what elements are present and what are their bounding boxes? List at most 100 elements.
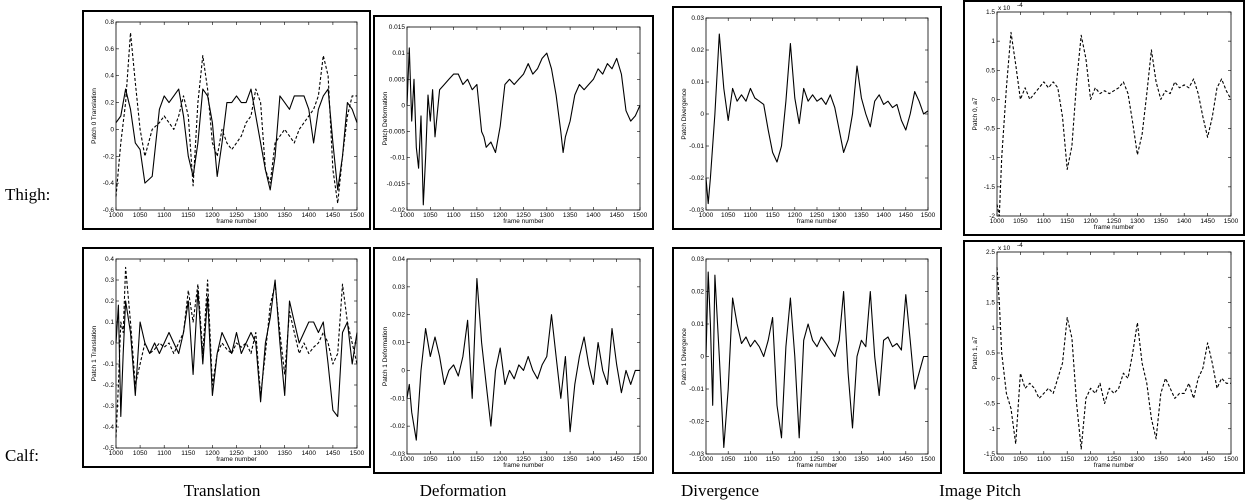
y-tick-label: -0.01 [390, 155, 405, 162]
y-tick-label: 1.5 [986, 9, 995, 16]
y-tick-label: 0.4 [105, 256, 114, 263]
x-tick-label: 1300 [832, 212, 847, 219]
x-tick-label: 1150 [181, 212, 195, 219]
x-tick-label: 1400 [586, 456, 601, 463]
y-tick-label: 0 [110, 126, 114, 133]
x-tick-label: 1300 [832, 456, 847, 463]
y-tick-label: -0.03 [390, 451, 405, 458]
x-tick-label: 1500 [633, 212, 648, 219]
y-tick-label: -0.4 [103, 180, 115, 187]
panel-frame-thigh-image-pitch [963, 0, 1245, 236]
y-tick-label: -0.01 [390, 395, 405, 402]
y-tick-label: 0 [991, 96, 995, 103]
x-tick-label: 1050 [423, 456, 438, 463]
x-tick-label: 1200 [788, 456, 803, 463]
x-tick-label: 1450 [1200, 456, 1215, 463]
y-tick-label: 0 [401, 102, 405, 109]
x-tick-label: 1000 [699, 212, 714, 219]
x-tick-label: 1200 [1083, 456, 1098, 463]
x-tick-label: 1200 [788, 212, 803, 219]
y-tick-label: -0.5 [984, 126, 996, 133]
panel-frame-thigh-deformation [373, 15, 654, 230]
x-tick-label: 1450 [609, 456, 624, 463]
x-tick-label: 1350 [1154, 456, 1169, 463]
series-line-dashed [996, 267, 1231, 450]
x-tick-label: 1350 [854, 456, 869, 463]
series-line-dashed [115, 32, 357, 204]
y-tick-label: -0.01 [689, 386, 704, 393]
chart-thigh-divergence: 1000 1050 1100 1150 1200 1250 1300 1350 1400 1450… [681, 15, 936, 225]
x-tick-label: 1300 [1130, 456, 1145, 463]
series-line-solid [115, 88, 358, 191]
x-tick-label: 1500 [1224, 218, 1239, 225]
panel-frame-calf-deformation [373, 247, 654, 474]
x-tick-label: 1450 [1200, 218, 1215, 225]
x-axis-label: frame number [216, 456, 257, 463]
plot-area [705, 17, 929, 211]
x-tick-label: 1350 [854, 212, 869, 219]
x-tick-label: 1100 [157, 212, 171, 219]
y-tick-label: 0.03 [392, 284, 405, 291]
y-tick-label: -0.6 [103, 207, 115, 214]
y-axis-label: Patch 1 Translation [91, 325, 98, 381]
y-tick-label: -2 [989, 213, 995, 220]
y-tick-label: 1 [991, 325, 995, 332]
x-tick-label: 1400 [302, 450, 317, 457]
y-tick-label: -0.03 [689, 207, 704, 214]
x-tick-label: 1050 [133, 212, 148, 219]
y-axis-label: Patch 1, a7 [972, 336, 979, 369]
y-tick-label: -0.02 [390, 423, 405, 430]
y-tick-label: 0 [700, 111, 704, 118]
y-tick-label: -0.02 [689, 175, 704, 182]
y-tick-label: 0.01 [691, 79, 704, 86]
y-axis-label: Patch 0 Translation [91, 88, 98, 144]
x-tick-label: 1150 [470, 212, 484, 219]
column-label-translation: Translation [183, 481, 261, 500]
y-tick-label: -1 [989, 426, 995, 433]
x-tick-label: 1200 [1083, 218, 1098, 225]
x-tick-label: 1500 [350, 450, 365, 457]
x-tick-label: 1450 [899, 212, 914, 219]
column-label-deformation: Deformation [419, 481, 507, 500]
y-tick-label: -0.03 [689, 451, 704, 458]
x-tick-label: 1350 [563, 212, 578, 219]
x-tick-label: 1000 [990, 456, 1005, 463]
y-tick-label: 0 [401, 367, 405, 374]
x-tick-label: 1150 [1060, 456, 1074, 463]
column-label-divergence: Divergence [680, 481, 760, 500]
y-tick-label: 0.1 [105, 319, 114, 326]
x-tick-label: 1450 [326, 450, 341, 457]
y-axis-label: Patch Divergence [681, 88, 688, 140]
x-tick-label: 1300 [1130, 218, 1145, 225]
y-tick-label: 0.2 [105, 100, 114, 107]
series-line-dashed [996, 31, 1232, 217]
x-tick-label: 1250 [229, 212, 244, 219]
panel-frame-calf-translation [82, 247, 371, 468]
y-tick-label: 0.2 [105, 298, 114, 305]
y-tick-label: 0.03 [691, 256, 704, 263]
x-tick-label: 1400 [1177, 456, 1192, 463]
chart-thigh-translation: 1000 1050 1100 1150 1200 1250 1300 1350 1400 1450… [91, 19, 365, 225]
x-tick-label: 1400 [586, 212, 601, 219]
y-tick-label: -1.5 [984, 451, 996, 458]
x-tick-label: 1250 [1107, 218, 1122, 225]
y-multiplier-label: x 10 [998, 5, 1011, 12]
x-tick-label: 1200 [205, 212, 220, 219]
plot-area [996, 251, 1232, 455]
y-tick-label: -1.5 [984, 184, 996, 191]
x-tick-label: 1200 [493, 212, 508, 219]
x-tick-label: 1100 [447, 212, 461, 219]
chart-thigh-deformation: 1000 1050 1100 1150 1200 1250 1300 1350 1400 1450… [382, 24, 648, 225]
y-tick-label: 0.01 [392, 50, 405, 57]
y-tick-label: 2 [991, 274, 995, 281]
x-axis-label: frame number [797, 462, 838, 469]
x-tick-label: 1300 [540, 212, 555, 219]
x-tick-label: 1400 [302, 212, 317, 219]
x-axis-label: frame number [797, 218, 838, 225]
x-tick-label: 1500 [921, 212, 936, 219]
x-tick-label: 1450 [326, 212, 341, 219]
x-tick-label: 1050 [423, 212, 438, 219]
x-tick-label: 1250 [1107, 456, 1122, 463]
y-tick-label: 0.02 [691, 47, 704, 54]
y-tick-label: 0.6 [105, 46, 114, 53]
